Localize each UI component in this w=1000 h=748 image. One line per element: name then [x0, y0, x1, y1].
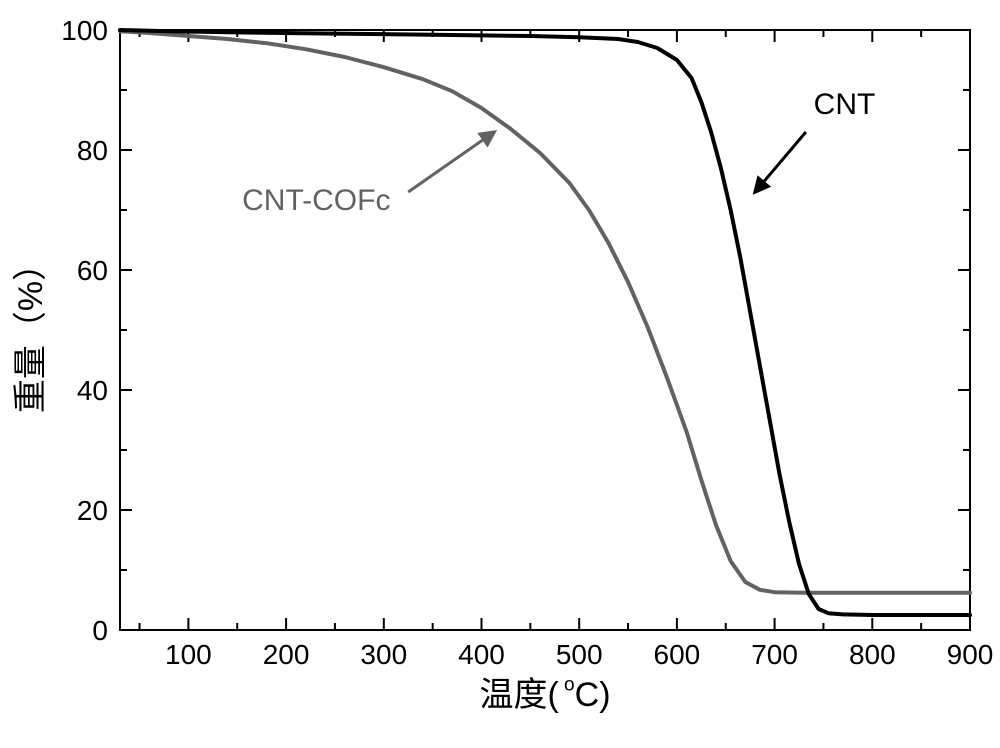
- x-tick-label: 200: [263, 639, 310, 670]
- y-axis-title: 重量（%）: [12, 247, 50, 413]
- x-axis-title: 温度( oC): [479, 675, 610, 714]
- chart-svg: 100 200 300 400 500 600 700 800 900 0 20 40 60 80 100 温…: [0, 0, 1000, 748]
- x-tick-label: 900: [947, 639, 994, 670]
- x-tick-label: 500: [556, 639, 603, 670]
- x-tick-label: 800: [849, 639, 896, 670]
- x-tick-label: 300: [360, 639, 407, 670]
- label-cnt: CNT: [814, 88, 876, 121]
- x-tick-label: 600: [654, 639, 701, 670]
- tga-chart: 100 200 300 400 500 600 700 800 900 0 20 40 60 80 100 温…: [0, 0, 1000, 748]
- y-tick-label: 20: [77, 495, 108, 526]
- y-tick-label: 40: [77, 375, 108, 406]
- label-cnt-cofc: CNT-COFc: [242, 184, 390, 217]
- y-tick-label: 60: [77, 255, 108, 286]
- x-tick-label: 100: [165, 639, 212, 670]
- x-tick-label: 400: [458, 639, 505, 670]
- x-tick-label: 700: [751, 639, 798, 670]
- y-tick-label: 100: [61, 15, 108, 46]
- y-tick-label: 0: [92, 615, 108, 646]
- y-tick-label: 80: [77, 135, 108, 166]
